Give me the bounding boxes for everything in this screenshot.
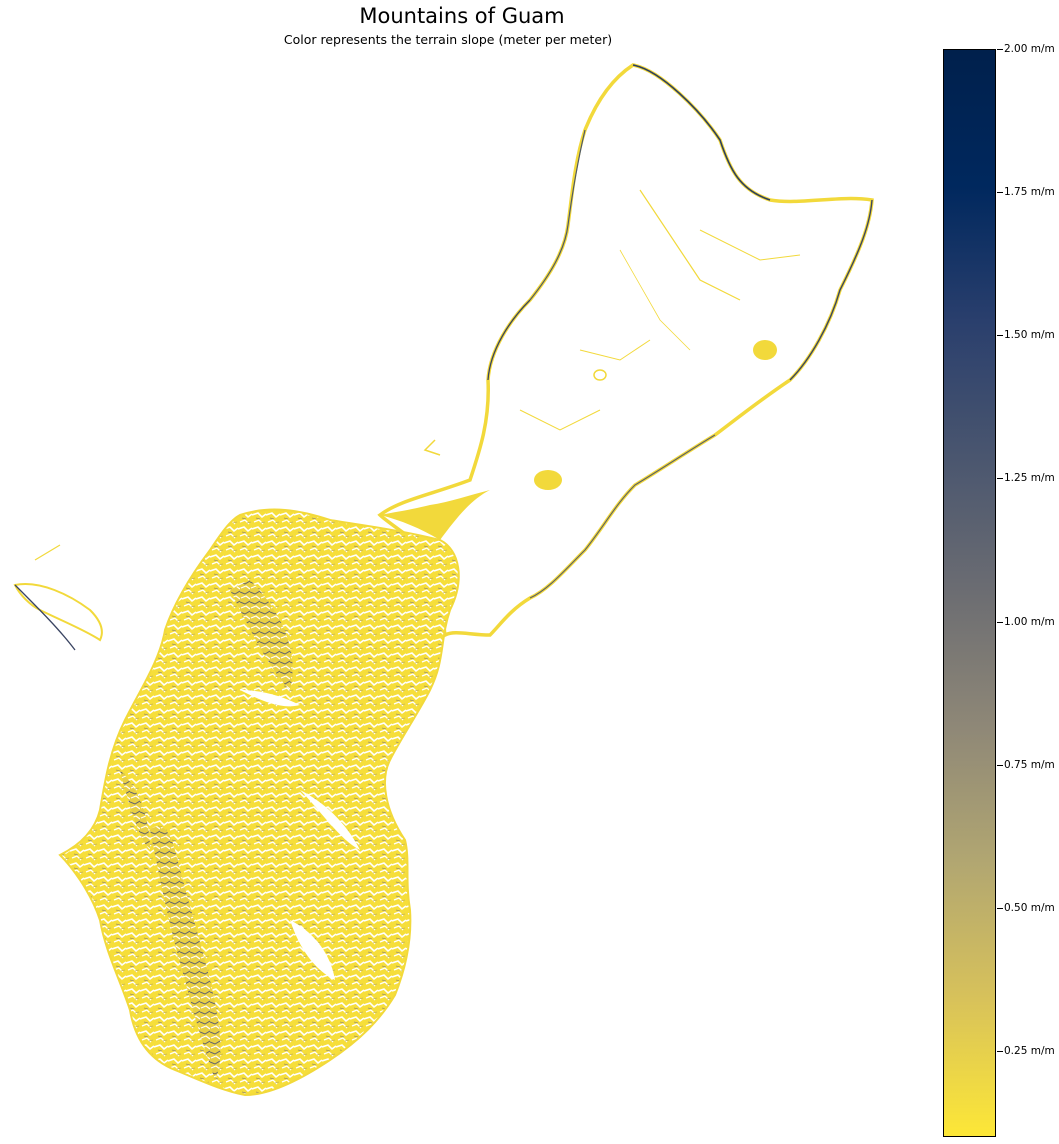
colorbar-tick-label: 1.50 m/m — [1004, 329, 1055, 342]
colorbar-tick — [997, 764, 1003, 766]
central-waist — [380, 490, 490, 540]
colorbar-tick — [997, 192, 1003, 194]
colorbar-tick-label: 0.75 m/m — [1004, 758, 1055, 771]
colorbar-tick — [997, 478, 1003, 480]
colorbar-tick-label: 0.25 m/m — [1004, 1045, 1055, 1058]
colorbar-tick — [997, 49, 1003, 50]
colorbar-tick-label: 0.50 m/m — [1004, 901, 1055, 914]
north-plateau — [377, 63, 874, 638]
colorbar-tick — [997, 335, 1003, 337]
south-mountains — [13, 508, 460, 1097]
colorbar — [943, 49, 996, 1137]
colorbar-tick-label: 1.00 m/m — [1004, 615, 1055, 628]
map-subtitle: Color represents the terrain slope (mete… — [283, 32, 613, 47]
slope-map — [13, 63, 874, 1097]
colorbar-tick-label: 1.25 m/m — [1004, 472, 1055, 485]
map-title: Mountains of Guam — [359, 4, 565, 28]
colorbar-tick — [997, 907, 1003, 909]
colorbar-tick-label: 1.75 m/m — [1004, 186, 1055, 199]
colorbar-tick-label: 2.00 m/m — [1004, 43, 1055, 55]
colorbar-tick — [997, 1051, 1003, 1053]
colorbar-tick — [997, 621, 1003, 623]
